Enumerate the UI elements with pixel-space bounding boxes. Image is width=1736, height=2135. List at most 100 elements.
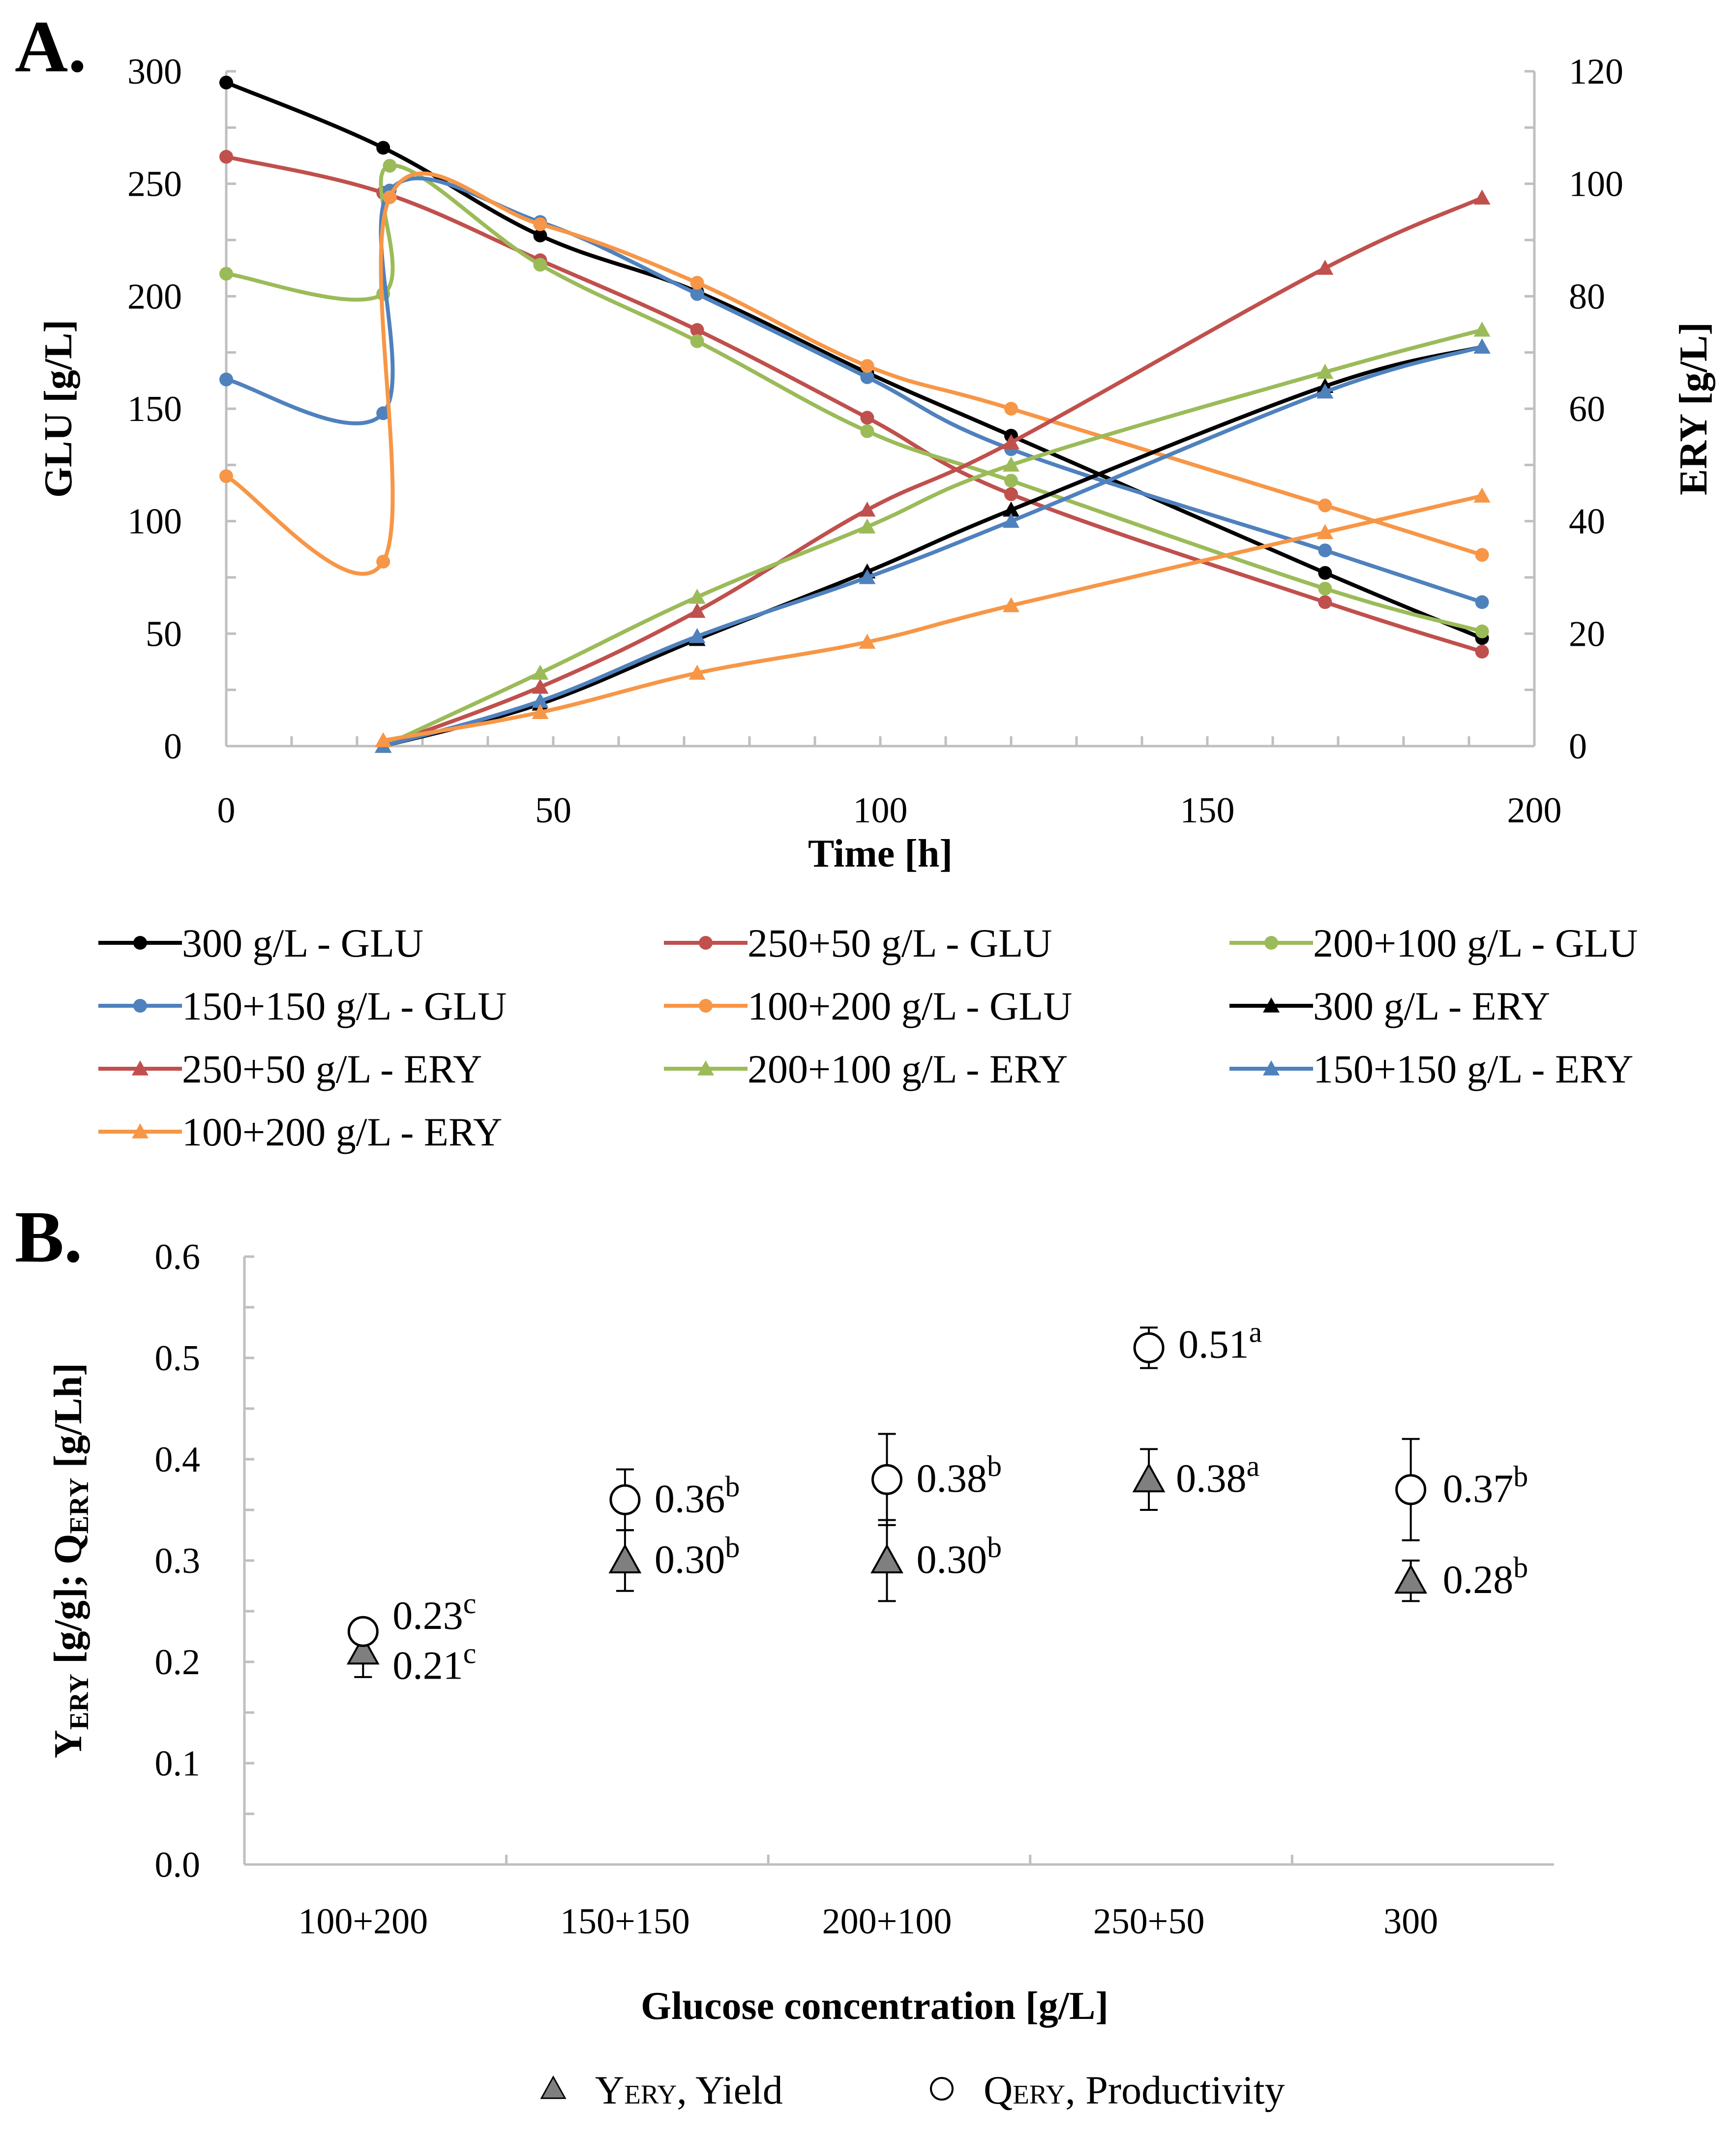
data-point-150-150-g-l-ery [1317, 383, 1334, 399]
chart-b-x-axis-label: Glucose concentration [g/L] [641, 1985, 1108, 2028]
chart-a-y-tick-label: 250 [127, 164, 182, 205]
legend-item-100-200-g-l-glu: 100+200 g/L - GLU [664, 984, 1072, 1028]
legend-marker [132, 1060, 149, 1076]
data-point-100-200-g-l-ery [859, 633, 876, 649]
data-point-100-200-g-l-ery [688, 664, 706, 680]
yield-marker [1132, 1463, 1166, 1493]
legend-item-100-200-g-l-ery: 100+200 g/L - ERY [98, 1110, 502, 1154]
data-point-300-g-l-glu [376, 141, 390, 155]
series-line-100-200-g-l-ery [383, 494, 1483, 743]
chart-a: 0 50 100 150 2000501001502002503000204060801… [37, 52, 1715, 1154]
data-point-100-200-g-l-ery [1317, 524, 1334, 540]
legend-item-150-150-g-l-ery: 150+150 g/L - ERY [1229, 1047, 1633, 1091]
chart-b-y-tick-label: 0.4 [155, 1440, 201, 1480]
legend-label: 200+100 g/L - ERY [748, 1047, 1068, 1091]
legend-marker [699, 936, 713, 950]
productivity-point-100-200: 0.23c [347, 1587, 476, 1647]
legend-label: 100+200 g/L - GLU [748, 984, 1072, 1028]
legend-marker [697, 1060, 714, 1076]
chart-b-legend: YERY, Yield QERY, Productivity [540, 2068, 1285, 2112]
productivity-marker [1395, 1474, 1427, 1505]
data-point-200-100-g-l-glu [533, 258, 547, 272]
data-point-200-100-g-l-ery [1473, 321, 1491, 337]
data-point-100-200-g-l-glu [1004, 402, 1018, 416]
ylabel-part: [g/Lh] [47, 1363, 90, 1477]
series-line-300-g-l-glu [225, 81, 1483, 640]
data-point-100-200-g-l-ery [532, 704, 549, 719]
series-line-250-50-g-l-glu [226, 154, 1483, 654]
chart-a-y-tick-label: 100 [127, 502, 182, 542]
yield-point-150-150: 0.30b [608, 1529, 740, 1592]
data-point-200-100-g-l-glu [1475, 624, 1489, 638]
productivity-marker [871, 1464, 902, 1495]
chart-a-y2-tick-label: 40 [1569, 502, 1605, 542]
legend-item-150-150-g-l-glu: 150+150 g/L - GLU [98, 984, 507, 1028]
data-point-200-100-g-l-glu [219, 267, 233, 281]
productivity-value-label: 0.38b [917, 1450, 1002, 1501]
chart-b-x-tick-label: 300 [1383, 1901, 1438, 1942]
legend-marker [133, 936, 147, 950]
data-point-150-150-g-l-ery [1473, 338, 1491, 354]
legend-label: 300 g/L - ERY [1313, 984, 1550, 1028]
chart-b-x-tick-label: 150+150 [560, 1901, 690, 1942]
data-point-200-100-g-l-glu [690, 334, 704, 348]
data-point-200-100-g-l-ery [1317, 363, 1334, 379]
productivity-point-250-50: 0.51a [1133, 1316, 1262, 1369]
productivity-point-200-100: 0.38b [871, 1433, 1002, 1526]
chart-a-y2-tick-label: 100 [1569, 164, 1623, 205]
productivity-value-label: 0.23c [392, 1587, 476, 1638]
chart-a-x-tick-label: 50 [535, 790, 571, 831]
chart-b-axes: 0.0 0.1 0.2 0.3 0.4 0.5 0.6 100+200 150+150 200+1… [155, 1237, 1554, 1942]
legend-productivity-marker [930, 2077, 954, 2101]
data-point-250-50-g-l-glu [690, 323, 704, 337]
data-point-300-g-l-glu [1318, 566, 1332, 580]
data-point-100-200-g-l-glu [219, 469, 233, 483]
yield-marker [346, 1635, 380, 1665]
data-point-250-50-g-l-ery [859, 501, 876, 517]
legend-label: 250+50 g/L - GLU [748, 921, 1052, 965]
data-point-200-100-g-l-glu [860, 424, 874, 438]
yield-value-label: 0.38a [1176, 1450, 1259, 1501]
data-point-150-150-g-l-ery [859, 569, 876, 584]
chart-a-y2-tick-label: 80 [1569, 276, 1605, 317]
productivity-value-label: 0.51a [1178, 1316, 1262, 1366]
data-point-150-150-g-l-glu [376, 406, 390, 421]
legend-marker [133, 999, 147, 1013]
chart-a-y-tick-label: 300 [127, 52, 182, 92]
data-point-300-g-l-glu [219, 75, 233, 90]
legend-label: 150+150 g/L - ERY [1313, 1047, 1633, 1091]
chart-a-axes: 0 50 100 150 2000501001502002503000204060801… [127, 52, 1623, 831]
series-250-50-g-l-ery [375, 189, 1491, 753]
data-point-250-50-g-l-glu [1475, 644, 1489, 659]
legend-marker [132, 1123, 149, 1139]
data-point-300-g-l-ery [1003, 501, 1019, 517]
legend-label: 150+150 g/L - GLU [182, 984, 507, 1028]
panel-a-label: A. [15, 6, 87, 88]
yield-value-label: 0.21c [392, 1637, 476, 1687]
legend-label: 100+200 g/L - ERY [182, 1110, 502, 1154]
data-point-100-200-g-l-glu [1475, 548, 1489, 562]
chart-a-y2-tick-label: 20 [1569, 614, 1605, 654]
legend-item-300-g-l-glu: 300 g/L - GLU [98, 921, 423, 965]
legend-item-200-100-g-l-glu: 200+100 g/L - GLU [1229, 921, 1638, 965]
chart-b-x-tick-label: 100+200 [298, 1901, 428, 1942]
data-point-250-50-g-l-ery [1003, 434, 1019, 450]
data-point-150-150-g-l-glu [860, 370, 874, 384]
data-point-250-50-g-l-glu [860, 411, 874, 425]
productivity-point-150-150: 0.36b [609, 1468, 740, 1532]
data-point-100-200-g-l-ery [1003, 597, 1019, 612]
data-point-150-150-g-l-ery [688, 628, 706, 643]
data-point-100-200-g-l-glu [1318, 498, 1332, 512]
legend-label: 200+100 g/L - GLU [1313, 921, 1638, 965]
data-point-150-150-g-l-glu [219, 372, 233, 387]
yield-value-label: 0.30b [655, 1531, 740, 1582]
data-point-200-100-g-l-glu [1004, 474, 1018, 488]
data-point-100-200-g-l-ery [375, 732, 392, 748]
yield-value-label: 0.30b [917, 1531, 1002, 1582]
data-point-250-50-g-l-ery [1317, 260, 1334, 275]
data-point-250-50-g-l-glu [219, 150, 233, 164]
data-point-250-50-g-l-ery [532, 678, 549, 694]
data-point-150-150-g-l-glu [1318, 543, 1332, 558]
data-point-100-200-g-l-glu [383, 190, 397, 205]
chart-a-y-tick-label: 0 [164, 726, 182, 767]
